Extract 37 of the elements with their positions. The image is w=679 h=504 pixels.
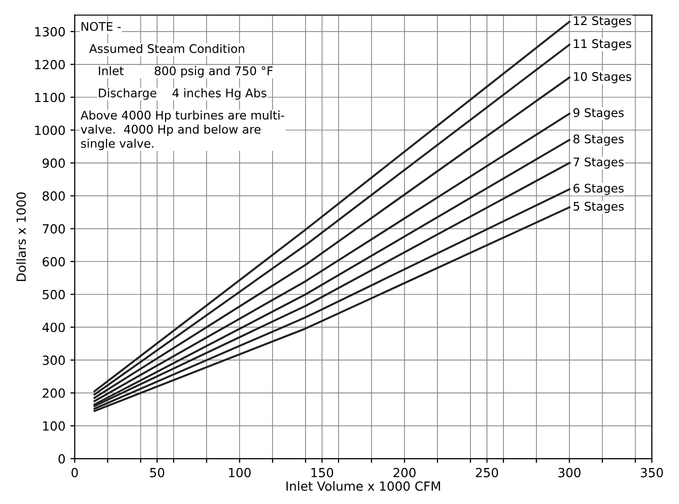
y-tick-label: 700 [42, 224, 65, 234]
annotation: Inlet 800 psig and 750 °F [98, 66, 273, 78]
x-tick-label: 0 [72, 468, 78, 478]
annotation: Discharge 4 inches Hg Abs [98, 88, 266, 100]
y-tick-label: 800 [42, 191, 65, 201]
series-label: 8 Stages [573, 134, 624, 146]
y-tick-label: 200 [42, 388, 65, 398]
x-tick-label: 150 [311, 468, 334, 478]
series-label: 6 Stages [574, 184, 624, 195]
y-tick-label: 300 [42, 356, 65, 366]
x-tick-label: 50 [150, 468, 164, 478]
annotation: Assumed Steam Condition [89, 44, 244, 54]
y-tick-label: 900 [42, 158, 65, 168]
series-label: 9 Stages [573, 108, 624, 120]
series-label: 5 Stages [574, 202, 624, 214]
y-tick-label: 0 [58, 454, 65, 464]
y-tick-label: 600 [42, 256, 65, 266]
y-tick-label: 1200 [35, 60, 65, 70]
y-tick-label: 1300 [35, 27, 65, 36]
annotation: NOTE - [82, 22, 121, 31]
series-label: 11 Stages [574, 39, 632, 50]
x-tick-label: 200 [393, 468, 416, 478]
y-tick-label: 500 [42, 290, 65, 300]
x-tick-label: 350 [640, 468, 663, 478]
x-axis-title: Inlet Volume x 1000 CFM [286, 481, 440, 491]
x-tick-label: 300 [558, 468, 580, 478]
y-tick-label: 100 [43, 421, 65, 431]
annotation: Above 4000 Hp turbines are multi- valve. 4000 Hp and below are single valve. [80, 110, 284, 150]
series-label: 12 Stages [574, 16, 632, 28]
series-label: 7 Stages [574, 157, 624, 169]
series-label: 10 Stages [574, 72, 632, 84]
y-tick-label: 1000 [35, 126, 65, 136]
x-tick-label: 100 [229, 468, 251, 478]
y-tick-label: 400 [42, 322, 65, 332]
x-tick-label: 250 [476, 468, 498, 478]
y-tick-label: 1100 [35, 92, 65, 102]
y-axis-title: Dollars x 1000 [16, 192, 26, 281]
